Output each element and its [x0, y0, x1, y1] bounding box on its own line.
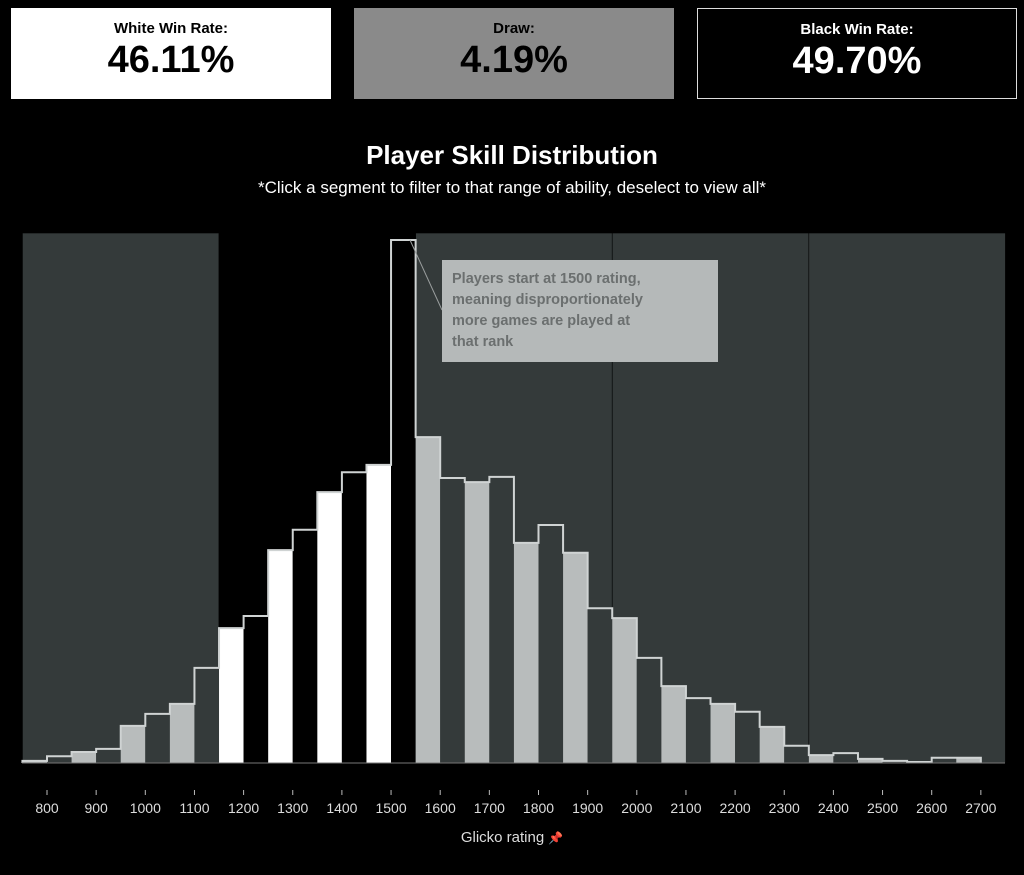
draw-rate-value: 4.19% [460, 39, 568, 81]
x-tick-label: 1400 [326, 800, 357, 816]
annotation-line-4: that rank [452, 334, 514, 350]
x-tick-label: 1200 [228, 800, 259, 816]
x-tick-label: 1600 [425, 800, 456, 816]
x-tick-label: 1800 [523, 800, 554, 816]
histogram-bar-2350[interactable] [808, 755, 834, 763]
histogram-bar-1150[interactable] [219, 628, 244, 763]
histogram-bar-900[interactable] [96, 748, 121, 763]
histogram-bar-1850[interactable] [563, 552, 588, 763]
histogram-bar-1950[interactable] [612, 618, 637, 763]
draw-rate-label: Draw: [493, 20, 535, 37]
x-axis-title-text: Glicko rating [460, 829, 545, 846]
histogram-bar-800[interactable] [47, 756, 72, 763]
x-tick-label: 1900 [572, 800, 603, 816]
histogram-bar-2150[interactable] [710, 703, 736, 763]
histogram-bar-750[interactable] [22, 760, 47, 763]
annotation-leader-line [409, 239, 443, 311]
draw-rate-card: Draw: 4.19% [354, 8, 674, 99]
histogram-bar-1350[interactable] [317, 492, 342, 763]
black-win-rate-label: Black Win Rate: [800, 21, 914, 38]
histogram-bar-1550[interactable] [415, 437, 441, 763]
annotation-line-1: Players start at 1500 rating, [452, 271, 641, 287]
histogram-bar-850[interactable] [71, 752, 97, 763]
histogram-bar-1300[interactable] [292, 529, 318, 763]
histogram-bar-2100[interactable] [685, 698, 711, 763]
histogram-bar-1100[interactable] [194, 667, 220, 763]
x-tick-label: 900 [84, 800, 108, 816]
x-tick-label: 2100 [670, 800, 701, 816]
histogram-bar-2000[interactable] [636, 657, 662, 763]
annotation-line-3: more games are played at [452, 313, 630, 329]
x-tick-label: 2500 [867, 800, 898, 816]
white-win-rate-label: White Win Rate: [113, 20, 229, 37]
x-tick-label: 800 [35, 800, 59, 816]
histogram-bar-1800[interactable] [538, 525, 564, 763]
x-tick-label: 1100 [179, 800, 209, 816]
black-win-rate-card: Black Win Rate: 49.70% [697, 8, 1017, 99]
band[interactable] [22, 232, 220, 764]
x-tick-label: 2200 [720, 800, 751, 816]
histogram-bar-1250[interactable] [268, 550, 293, 763]
x-tick-label: 2700 [965, 800, 996, 816]
annotation-box [442, 260, 718, 362]
histogram-bar-1900[interactable] [587, 608, 613, 763]
histogram-bar-1650[interactable] [464, 482, 490, 763]
x-tick-label: 2600 [916, 800, 947, 816]
x-tick-label: 1000 [130, 800, 161, 816]
histogram-bar-2500[interactable] [882, 760, 908, 763]
histogram-bar-2400[interactable] [833, 753, 858, 763]
x-tick-label: 1500 [375, 800, 406, 816]
x-tick-label: 1700 [474, 800, 505, 816]
x-tick-label: 2400 [818, 800, 849, 816]
histogram-bar-1050[interactable] [169, 703, 195, 763]
histogram-bar-2250[interactable] [759, 726, 785, 763]
x-tick-label: 1300 [277, 800, 308, 816]
histogram-bar-2200[interactable] [735, 711, 760, 763]
histogram-bar-1750[interactable] [513, 542, 539, 763]
band[interactable] [808, 232, 1006, 764]
annotation-line-2: meaning disproportionately [452, 292, 643, 308]
histogram-bar-2300[interactable] [784, 745, 809, 763]
white-win-rate-value: 46.11% [107, 39, 235, 81]
black-win-rate-value: 49.70% [792, 40, 922, 82]
histogram-bar-2650[interactable] [956, 757, 981, 763]
histogram-outline [21, 239, 982, 763]
white-win-rate-card: White Win Rate: 46.11% [11, 8, 331, 99]
histogram-bar-1700[interactable] [489, 476, 514, 763]
chart-title: Player Skill Distribution [366, 140, 658, 170]
x-tick-label: 2000 [621, 800, 652, 816]
histogram-bar-950[interactable] [120, 725, 146, 763]
histogram-bar-1400[interactable] [341, 472, 367, 763]
histogram-bar-2600[interactable] [931, 757, 957, 763]
chart-subtitle: *Click a segment to filter to that range… [257, 178, 767, 197]
histogram-bar-1450[interactable] [366, 464, 392, 763]
histogram-bar-2050[interactable] [661, 686, 686, 763]
x-tick-label: 2300 [769, 800, 800, 816]
annotation: Players start at 1500 rating, meaning di… [409, 239, 718, 362]
histogram-bar-1200[interactable] [243, 616, 269, 763]
x-axis-title: Glicko rating 📌 [0, 829, 1024, 846]
histogram-bar-2450[interactable] [857, 758, 883, 763]
pin-icon[interactable]: 📌 [548, 831, 564, 845]
histogram-bar-1600[interactable] [440, 477, 465, 763]
histogram-bar-1000[interactable] [145, 713, 170, 763]
histogram-bar-1500[interactable] [391, 240, 416, 763]
